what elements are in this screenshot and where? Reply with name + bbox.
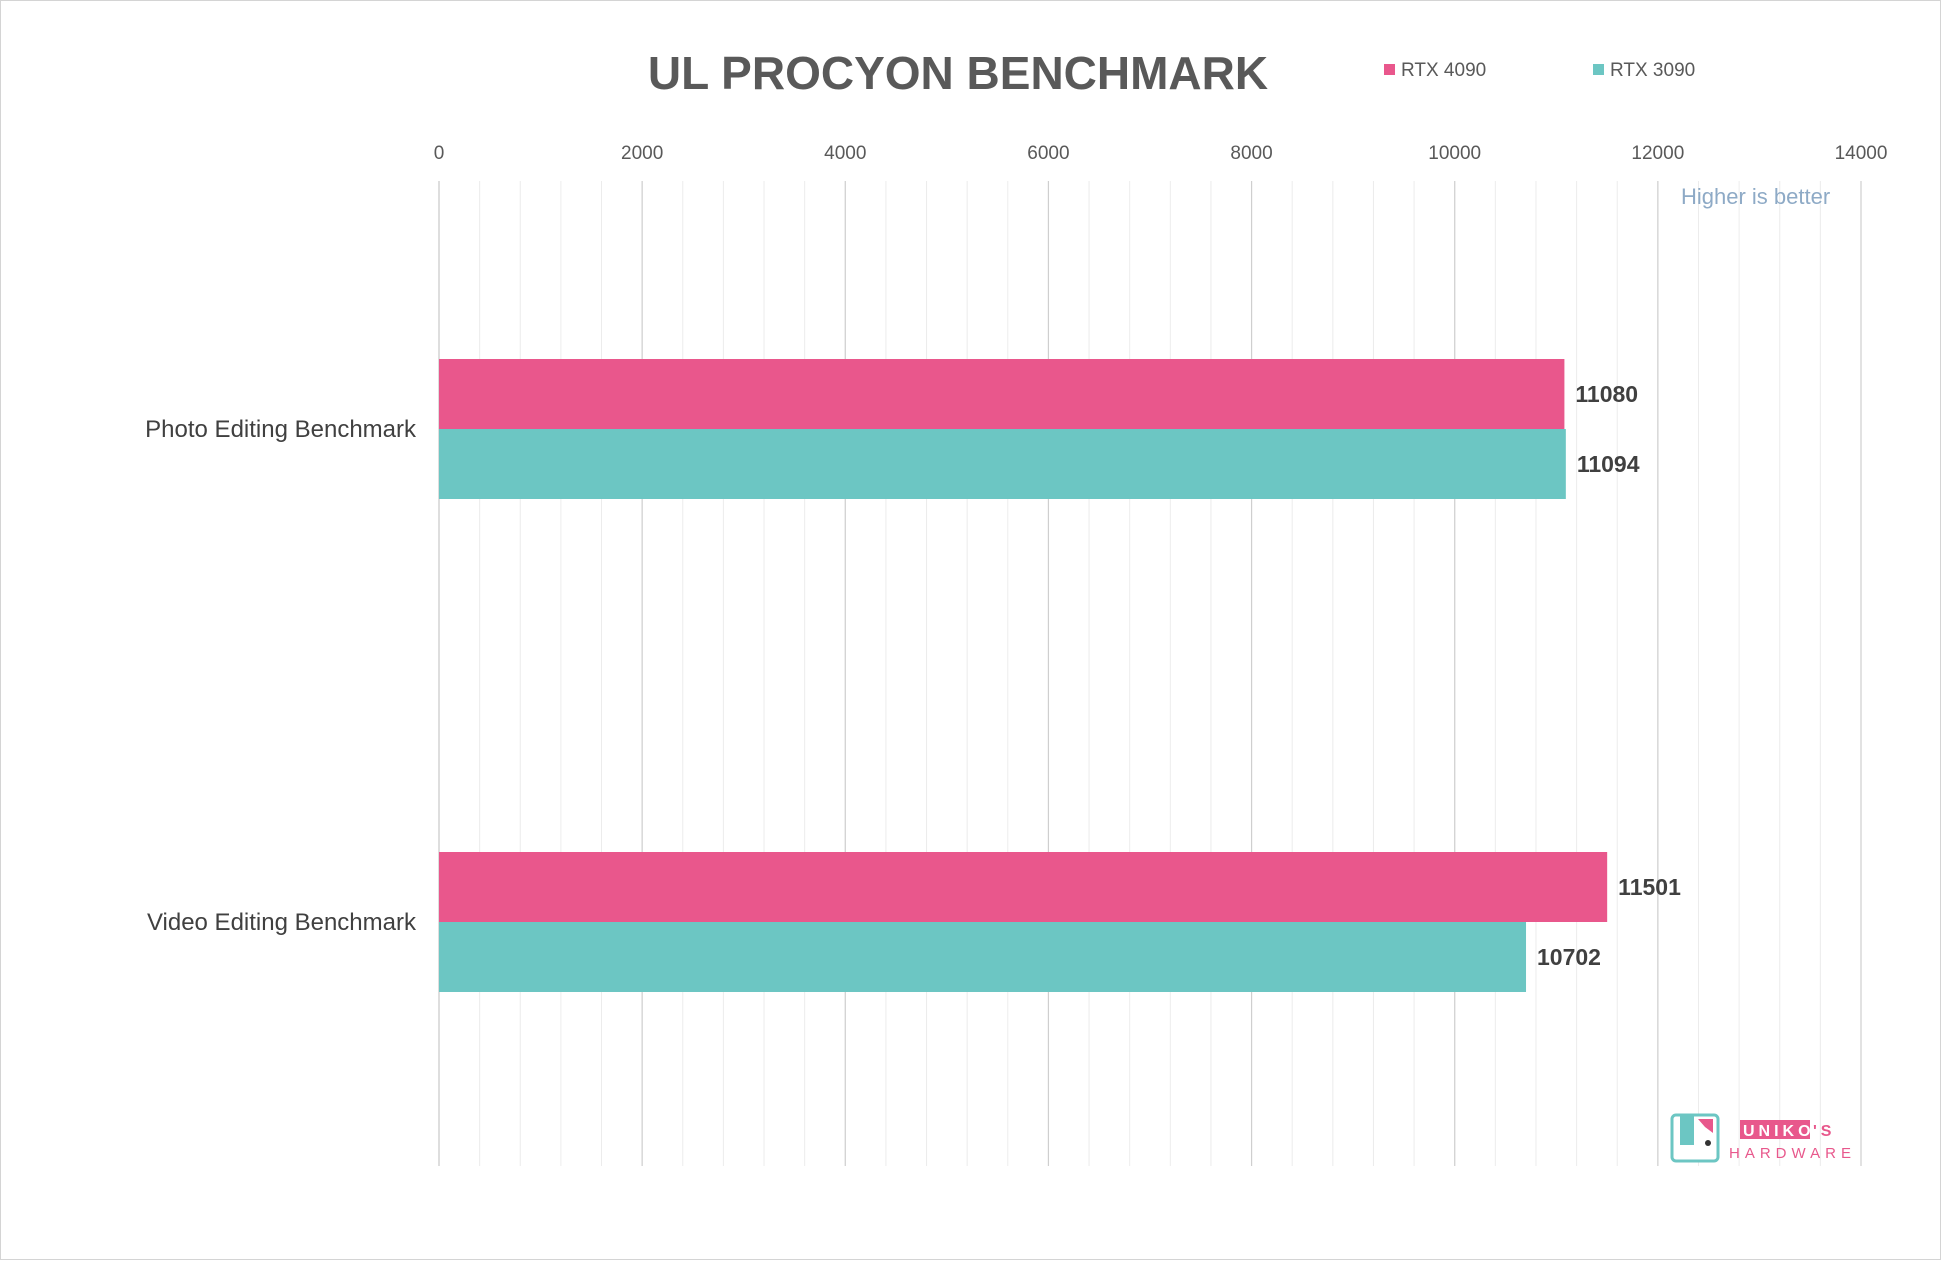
bars xyxy=(439,359,1608,992)
data-label: 10702 xyxy=(1537,944,1601,970)
logo-subtitle: HARDWARE xyxy=(1729,1145,1856,1162)
x-tick-label: 8000 xyxy=(1230,143,1272,164)
x-tick-label: 12000 xyxy=(1631,143,1684,164)
x-tick-label: 4000 xyxy=(824,143,866,164)
legend: RTX 4090 RTX 3090 xyxy=(1384,60,1695,81)
logo-name-background xyxy=(1740,1120,1810,1139)
category-label: Photo Editing Benchmark xyxy=(145,416,417,443)
logo-mark-stripe xyxy=(1680,1115,1694,1145)
legend-label-rtx-3090: RTX 3090 xyxy=(1610,60,1695,81)
chart-title: UL PROCYON BENCHMARK xyxy=(648,47,1268,99)
legend-swatch-rtx-4090 xyxy=(1384,64,1395,75)
x-tick-label: 0 xyxy=(434,143,445,164)
labels: 0 2000 4000 6000 8000 10000 12000 14000 Photo Ed… xyxy=(145,143,1887,970)
logo-name-suffix: 'S xyxy=(1813,1123,1835,1140)
legend-swatch-rtx-3090 xyxy=(1593,64,1604,75)
gridlines xyxy=(438,181,1862,1166)
logo-mark-eye xyxy=(1705,1140,1711,1146)
bar-rtx-4090 xyxy=(439,852,1608,922)
bar-rtx-3090 xyxy=(439,922,1527,992)
higher-is-better-note: Higher is better xyxy=(1681,184,1830,209)
logo-name: UNIKO xyxy=(1743,1123,1815,1140)
data-label: 11501 xyxy=(1618,874,1681,900)
bar-rtx-4090 xyxy=(439,359,1565,429)
x-tick-label: 6000 xyxy=(1027,143,1069,164)
category-label: Video Editing Benchmark xyxy=(147,909,417,936)
bar-rtx-3090 xyxy=(439,429,1566,499)
uniko-hardware-logo: UNIKO 'S HARDWARE xyxy=(1670,1113,1856,1163)
x-tick-label: 10000 xyxy=(1428,143,1481,164)
legend-label-rtx-4090: RTX 4090 xyxy=(1401,60,1486,81)
x-tick-label: 2000 xyxy=(621,143,663,164)
logo-mark-ear xyxy=(1698,1119,1713,1133)
data-label: 11080 xyxy=(1575,381,1638,407)
x-tick-label: 14000 xyxy=(1835,143,1888,164)
data-label: 11094 xyxy=(1577,451,1640,477)
